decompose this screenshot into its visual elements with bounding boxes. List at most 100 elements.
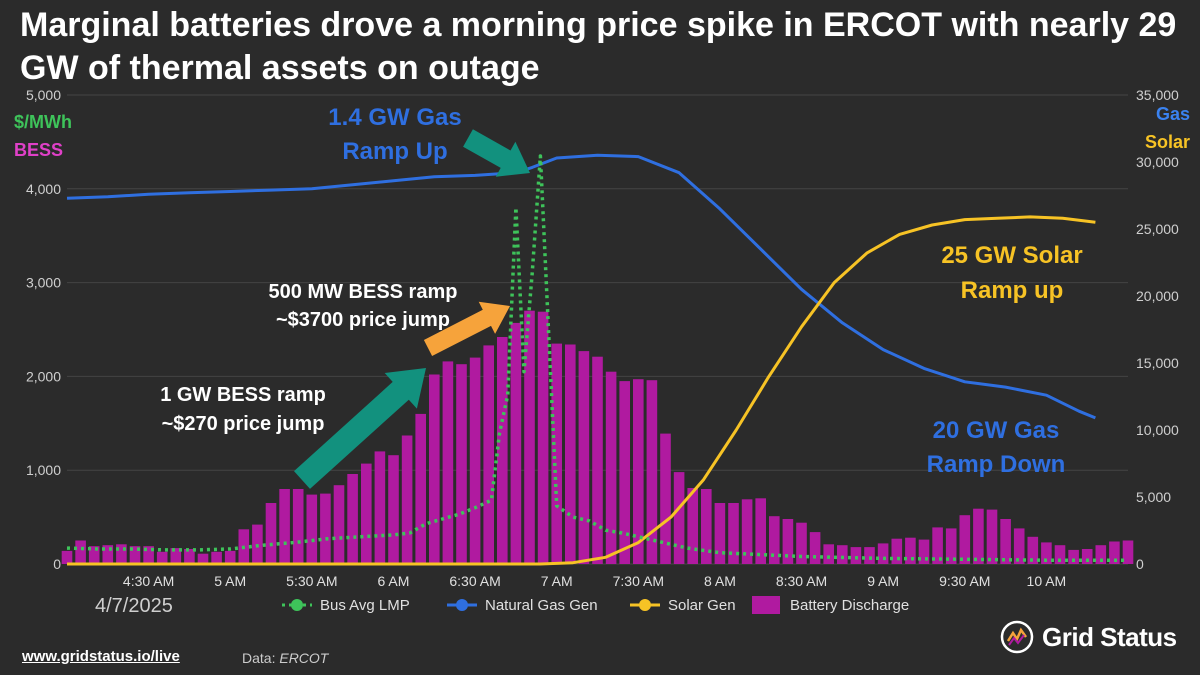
battery-discharge-bar — [510, 322, 522, 564]
battery-discharge-bar — [741, 499, 753, 564]
legend-swatch-dot — [291, 599, 303, 611]
battery-discharge-bar — [537, 311, 549, 564]
chart-title: Marginal batteries drove a morning price… — [20, 6, 1177, 88]
battery-discharge-bar — [986, 509, 998, 564]
solar-gen-line — [67, 215, 1096, 566]
battery-discharge-bar — [415, 413, 426, 564]
x-tick-label: 8 AM — [704, 573, 736, 589]
battery-discharge-bar — [633, 379, 644, 564]
battery-discharge-bar — [1027, 536, 1039, 564]
battery-discharge-bar — [184, 549, 195, 564]
annotation-bess500-line1: 500 MW BESS ramp — [269, 281, 458, 303]
battery-discharge-bar — [769, 516, 780, 564]
annotation-solar-line1: 25 GW Solar — [941, 242, 1082, 269]
battery-discharge-bar — [456, 364, 467, 564]
battery-discharge-bar — [401, 435, 413, 564]
battery-discharge-bar — [755, 498, 766, 564]
battery-discharge-bar — [224, 550, 236, 564]
x-tick-label: 7 AM — [541, 573, 573, 589]
battery-discharge-bar — [429, 374, 440, 564]
battery-discharge-bar — [388, 455, 399, 564]
battery-discharge-bar — [1000, 519, 1011, 564]
data-source-note: Data: ERCOT — [242, 650, 328, 666]
battery-discharge-bar — [850, 547, 862, 564]
x-tick-label: 9 AM — [867, 573, 899, 589]
y-left-tick-label: 1,000 — [26, 462, 61, 478]
y-right-tick-label: 30,000 — [1136, 154, 1179, 170]
y-right-tick-label: 10,000 — [1136, 422, 1179, 438]
battery-discharge-bar — [687, 488, 698, 564]
y-right-tick-label: 35,000 — [1136, 87, 1179, 103]
x-tick-label: 5:30 AM — [286, 573, 337, 589]
battery-discharge-bar — [796, 522, 807, 564]
legend-swatch-dot — [456, 599, 468, 611]
battery-discharge-bar — [1095, 545, 1107, 564]
battery-discharge-bar — [306, 494, 318, 564]
battery-discharge-bar — [932, 527, 943, 564]
battery-discharge-bar — [959, 515, 971, 564]
battery-discharge-bar — [292, 489, 304, 564]
y-left-tick-label: 4,000 — [26, 181, 61, 197]
battery-discharge-bar — [782, 519, 794, 564]
y-right-label-solar: Solar — [1145, 132, 1190, 152]
y-right-label-gas: Gas — [1156, 104, 1190, 124]
battery-discharge-bar — [156, 551, 168, 564]
battery-discharge-bar — [918, 539, 930, 564]
bess-1gw-arrow — [294, 368, 426, 489]
annotation-gas-up-line1: 1.4 GW Gas — [328, 104, 461, 131]
bess-500mw-arrow — [423, 301, 510, 356]
annotation-gas-down-line1: 20 GW Gas — [933, 417, 1060, 444]
battery-discharge-bar — [483, 345, 494, 564]
battery-discharge-bar — [728, 503, 739, 564]
y-right-tick-label: 0 — [1136, 556, 1144, 572]
battery-discharge-bar — [660, 433, 671, 564]
battery-discharge-bar — [973, 508, 984, 564]
x-tick-label: 6 AM — [378, 573, 410, 589]
battery-discharge-bar — [1109, 541, 1120, 564]
natural-gas-gen-line — [66, 153, 1096, 420]
gridstatus-live-link[interactable]: www.gridstatus.io/live — [22, 648, 180, 665]
y-left-label-lmp: $/MWh — [14, 112, 72, 132]
y-left-tick-label: 0 — [53, 556, 61, 572]
battery-discharge-bar — [361, 463, 372, 564]
annotation-solar-line2: Ramp up — [961, 277, 1064, 304]
y-right-tick-label: 20,000 — [1136, 288, 1179, 304]
battery-discharge-bar — [1068, 549, 1079, 564]
battery-discharge-bar — [646, 380, 658, 564]
battery-discharge-bar — [129, 546, 141, 564]
x-tick-label: 4:30 AM — [123, 573, 174, 589]
x-tick-label: 9:30 AM — [939, 573, 990, 589]
annotation-bess1gw-line1: 1 GW BESS ramp — [160, 384, 326, 406]
battery-discharge-bar — [347, 474, 358, 564]
battery-discharge-bar — [837, 545, 848, 564]
annotation-bess500-line2: ~$3700 price jump — [276, 309, 450, 331]
battery-discharge-bar — [619, 381, 630, 564]
bus-avg-lmp-line — [66, 154, 1128, 562]
battery-discharge-bar — [88, 546, 100, 564]
battery-discharge-bar — [605, 371, 617, 564]
battery-discharge-bar — [578, 351, 590, 564]
battery-discharge-bar — [197, 553, 209, 564]
legend-swatch-dot — [639, 599, 651, 611]
legend-label: Bus Avg LMP — [320, 597, 410, 614]
battery-discharge-bar — [469, 357, 481, 564]
y-left-tick-label: 2,000 — [26, 368, 61, 384]
battery-discharge-bar — [905, 537, 916, 564]
battery-discharge-bar — [265, 503, 277, 564]
battery-discharge-bar — [891, 538, 903, 564]
battery-discharge-bar — [1054, 545, 1066, 564]
battery-discharge-bar — [1081, 549, 1093, 564]
battery-discharge-bar — [102, 545, 114, 564]
battery-discharge-bar — [701, 489, 712, 564]
battery-discharge-bar — [116, 544, 127, 564]
battery-discharge-bar — [1041, 542, 1052, 564]
legend-swatch-battery — [752, 596, 780, 614]
battery-discharge-bar — [673, 472, 685, 564]
y-right-tick-label: 5,000 — [1136, 489, 1171, 505]
gridstatus-logo-icon — [1000, 620, 1034, 654]
battery-discharge-bar — [877, 543, 889, 564]
date-label: 4/7/2025 — [95, 595, 173, 617]
annotation-gas-down-line2: Ramp Down — [927, 451, 1066, 478]
annotation-bess1gw-line2: ~$270 price jump — [162, 413, 325, 435]
